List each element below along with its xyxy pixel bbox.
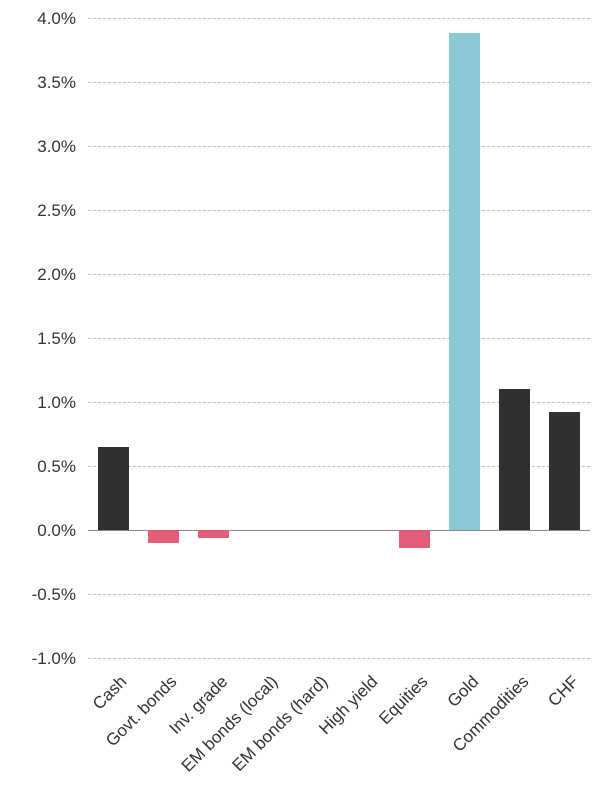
y-tick-label: 4.0% [37,9,76,29]
gridline [88,658,590,659]
y-tick-label: -1.0% [32,649,76,669]
bar [399,530,430,548]
x-tick-label: CHF [544,672,583,711]
gridline [88,18,590,19]
y-tick-label: 3.0% [37,137,76,157]
y-tick-label: -0.5% [32,585,76,605]
y-tick-label: 0.0% [37,521,76,541]
y-tick-label: 2.5% [37,201,76,221]
x-tick-label: Cash [89,672,131,714]
bar [499,389,530,530]
bar [549,412,580,530]
bar [449,33,480,530]
y-tick-label: 1.5% [37,329,76,349]
y-tick-label: 2.0% [37,265,76,285]
bar [198,530,229,538]
gridline [88,338,590,339]
gridline [88,146,590,147]
bar [148,530,179,543]
x-tick-label: Equities [376,672,433,729]
bar [98,447,129,530]
gridline [88,594,590,595]
gridline [88,82,590,83]
gridline [88,274,590,275]
gridline [88,210,590,211]
y-tick-label: 1.0% [37,393,76,413]
y-tick-label: 3.5% [37,73,76,93]
asset-returns-bar-chart: -1.0% -0.5% 0.0% 0.5% 1.0% 1.5% 2.0% 2.5% 3.0% 3.… [0,0,600,810]
y-tick-label: 0.5% [37,457,76,477]
x-tick-label: Gold [443,672,483,712]
